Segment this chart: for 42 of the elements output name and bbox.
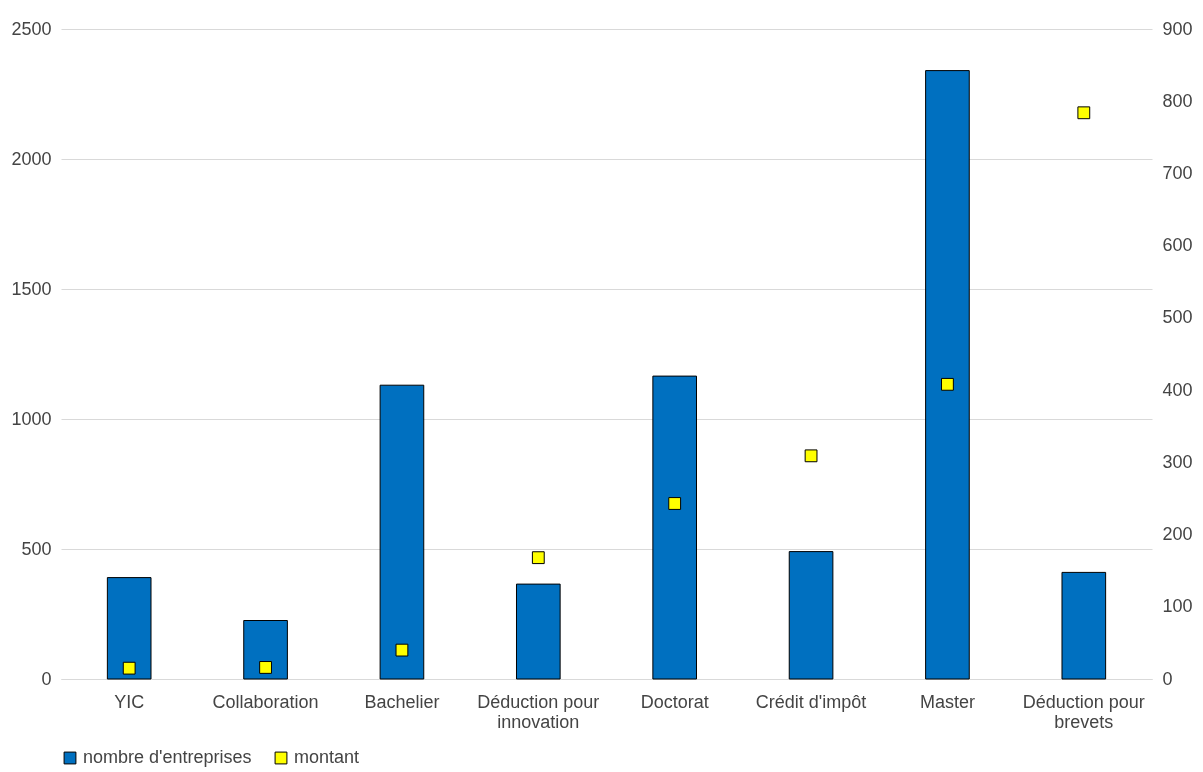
point	[804, 449, 818, 463]
y-tick-label: 2000	[11, 148, 52, 169]
x-tick-label: Collaboration	[212, 691, 319, 712]
bar	[243, 620, 288, 680]
y-tick-label: 500	[21, 538, 52, 559]
bar	[652, 375, 698, 680]
bar	[379, 384, 425, 680]
y2-tick-label: 200	[1162, 524, 1193, 545]
point	[122, 661, 136, 675]
bar	[788, 551, 834, 680]
bar	[106, 577, 152, 680]
y2-tick-label: 700	[1162, 162, 1193, 183]
point	[668, 497, 682, 510]
x-tick-label: Crédit d'impôt	[755, 691, 867, 712]
bar	[1061, 571, 1107, 680]
y-tick-label: 1500	[11, 278, 52, 299]
legend-label: montant	[294, 747, 360, 767]
y-tick-label: 0	[41, 668, 52, 689]
y2-tick-label: 0	[1162, 668, 1173, 689]
bar	[925, 70, 970, 680]
bar	[515, 583, 561, 680]
x-tick-label: Déduction pour brevets	[1022, 691, 1145, 732]
y2-tick-label: 600	[1162, 235, 1193, 256]
y-tick-label: 1000	[11, 408, 52, 429]
point	[395, 643, 409, 657]
y-tick-label: 2500	[11, 18, 52, 39]
point	[259, 661, 272, 674]
x-tick-label: Bachelier	[364, 691, 440, 712]
x-tick-label: YIC	[114, 691, 145, 712]
y2-tick-label: 100	[1162, 596, 1193, 617]
point	[531, 551, 545, 565]
y2-tick-label: 900	[1162, 18, 1193, 39]
point	[1077, 106, 1091, 120]
x-tick-label: Déduction pour innovation	[477, 691, 600, 732]
x-tick-label: Master	[919, 691, 975, 712]
y2-tick-label: 300	[1162, 451, 1193, 472]
x-tick-label: Doctorat	[640, 691, 709, 712]
y2-tick-label: 500	[1162, 307, 1193, 328]
y2-tick-label: 400	[1162, 379, 1193, 400]
point	[941, 377, 954, 391]
y2-tick-label: 800	[1162, 90, 1193, 111]
legend-label: nombre d'entreprises	[83, 747, 252, 767]
